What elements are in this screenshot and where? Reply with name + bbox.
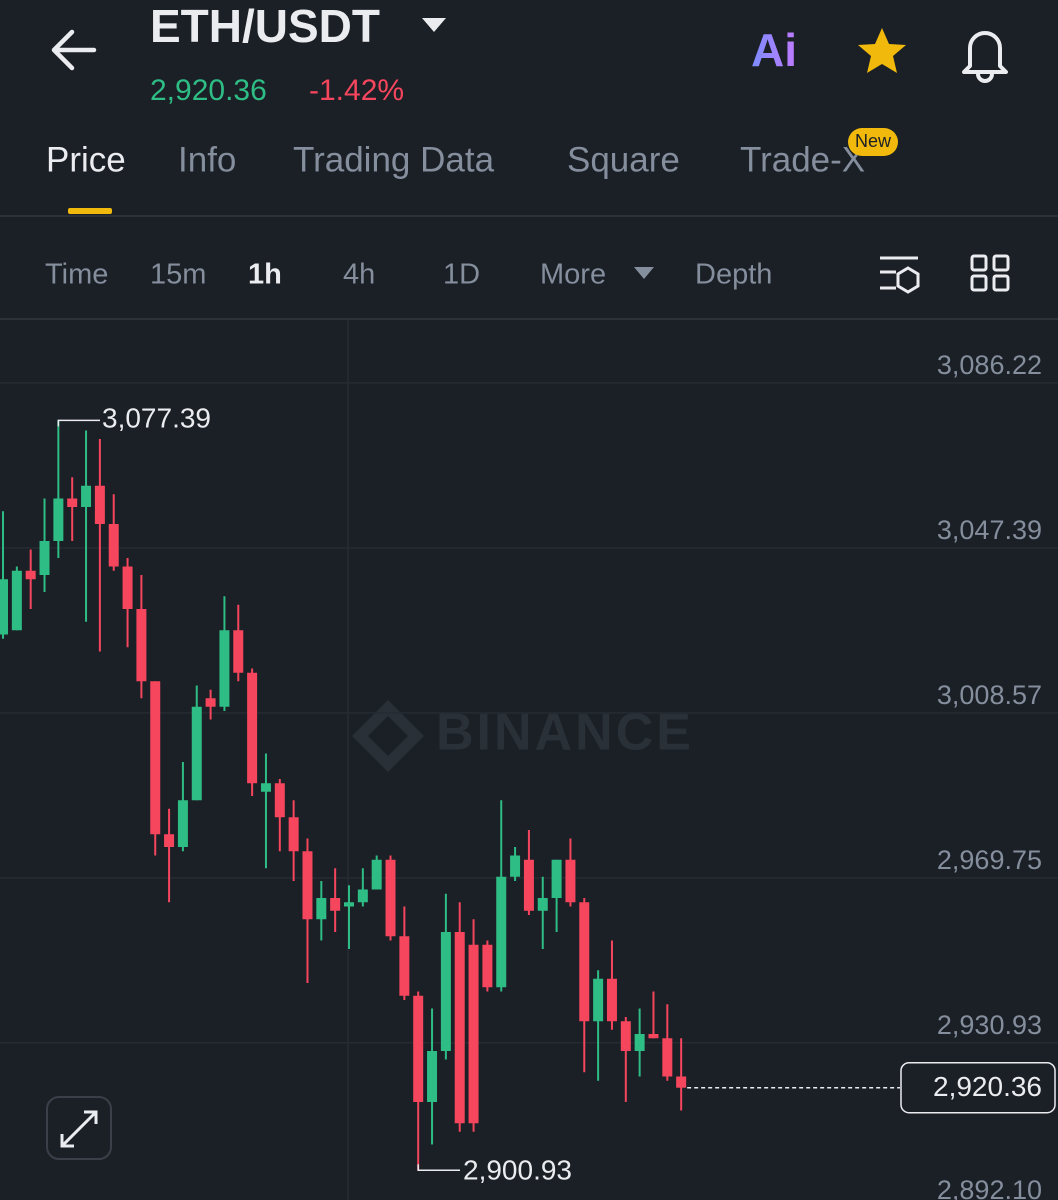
tab[interactable]: Trade-X (740, 140, 865, 179)
candle-body (565, 859, 576, 903)
candle-body (108, 524, 119, 567)
tab[interactable]: Info (178, 140, 236, 179)
pair-title[interactable]: ETH/USDT (150, 0, 380, 52)
candle-body (177, 800, 188, 847)
y-tick-label: 2,930.93 (937, 1010, 1042, 1040)
candle-body (676, 1076, 687, 1088)
candle-body (136, 609, 147, 682)
candle-body (122, 566, 133, 609)
y-tick-label: 3,086.22 (937, 350, 1042, 380)
favorite-star[interactable] (858, 28, 906, 73)
interval[interactable]: Depth (695, 259, 772, 291)
y-tick-label: 3,008.57 (937, 680, 1042, 710)
back-button[interactable] (51, 29, 97, 71)
layout-icon[interactable] (970, 254, 1010, 292)
candle-body (302, 851, 313, 920)
tab[interactable]: Square (567, 140, 680, 179)
candle-body (81, 485, 92, 507)
interval[interactable]: 1D (443, 259, 480, 291)
high-marker (57, 419, 100, 427)
candle-body (330, 898, 341, 911)
candle-body (205, 698, 216, 707)
expand-icon[interactable] (60, 1110, 98, 1148)
last-price-box (900, 1061, 1056, 1114)
candle-body (620, 1021, 631, 1051)
candle-body (150, 681, 161, 835)
candle-body (606, 978, 617, 1022)
candle-body (260, 783, 271, 792)
interval[interactable]: 15m (150, 259, 206, 291)
candle-body (482, 944, 493, 988)
candle-body (11, 570, 22, 631)
last-price-label: 2,920.36 (933, 1071, 1042, 1102)
candle-body (67, 498, 78, 507)
candle-body (233, 630, 244, 673)
y-tick-label: 2,969.75 (937, 845, 1042, 875)
settings-icon[interactable] (896, 266, 920, 294)
high-label: 3,077.39 (102, 403, 211, 434)
ai-button[interactable]: Ai (751, 24, 797, 76)
candle-body (191, 706, 202, 801)
header-change: -1.42% (309, 74, 404, 107)
interval[interactable]: More (540, 259, 606, 291)
candle-body (634, 1034, 645, 1051)
header-price: 2,920.36 (150, 74, 267, 107)
interval[interactable]: Time (45, 259, 108, 291)
candle-body (454, 932, 465, 1124)
candle-body (413, 995, 424, 1102)
candle-body (427, 1051, 438, 1102)
interval[interactable]: 4h (343, 259, 375, 291)
more-caret[interactable] (634, 267, 654, 279)
expand-button[interactable] (46, 1096, 112, 1160)
new-badge (848, 128, 898, 156)
y-tick-label: 3,047.39 (937, 515, 1042, 545)
candle-body (53, 498, 64, 541)
candle-body (440, 932, 451, 1051)
candle-body (579, 902, 590, 1022)
candle-body (510, 855, 521, 877)
candle-body (357, 889, 368, 903)
low-marker (417, 1164, 460, 1172)
candle-body (523, 859, 534, 911)
alert-bell[interactable] (962, 31, 1008, 83)
y-tick-label: 2,892.10 (937, 1175, 1042, 1200)
tab-underline (68, 208, 112, 214)
new-badge-label: New (855, 131, 892, 151)
candle-body (496, 876, 507, 988)
candle-body (648, 1034, 659, 1039)
candle-body (0, 579, 8, 635)
candle-body (371, 859, 382, 890)
candle-body (468, 944, 479, 1124)
tab[interactable]: Price (46, 140, 126, 179)
candle-body (385, 859, 396, 937)
candle-body (537, 898, 548, 911)
candle-body (219, 630, 230, 707)
low-label: 2,900.93 (463, 1155, 572, 1186)
tab[interactable]: Trading Data (293, 140, 495, 179)
candle-body (164, 834, 175, 847)
candle-body (316, 898, 327, 920)
candle-body (344, 902, 354, 907)
candle-body (39, 541, 50, 575)
settings-icon[interactable] (880, 256, 918, 290)
watermark-logo (352, 700, 424, 772)
candle-body (399, 936, 410, 996)
candle-body (593, 978, 604, 1022)
candle-body (25, 570, 36, 580)
candle-body (247, 672, 258, 784)
candle-body (94, 485, 105, 524)
candle-body (274, 783, 285, 818)
candle-body (551, 859, 562, 898)
candle-body (288, 817, 299, 852)
interval[interactable]: 1h (248, 259, 282, 291)
pair-caret[interactable] (422, 18, 446, 32)
candle-body (662, 1038, 673, 1077)
